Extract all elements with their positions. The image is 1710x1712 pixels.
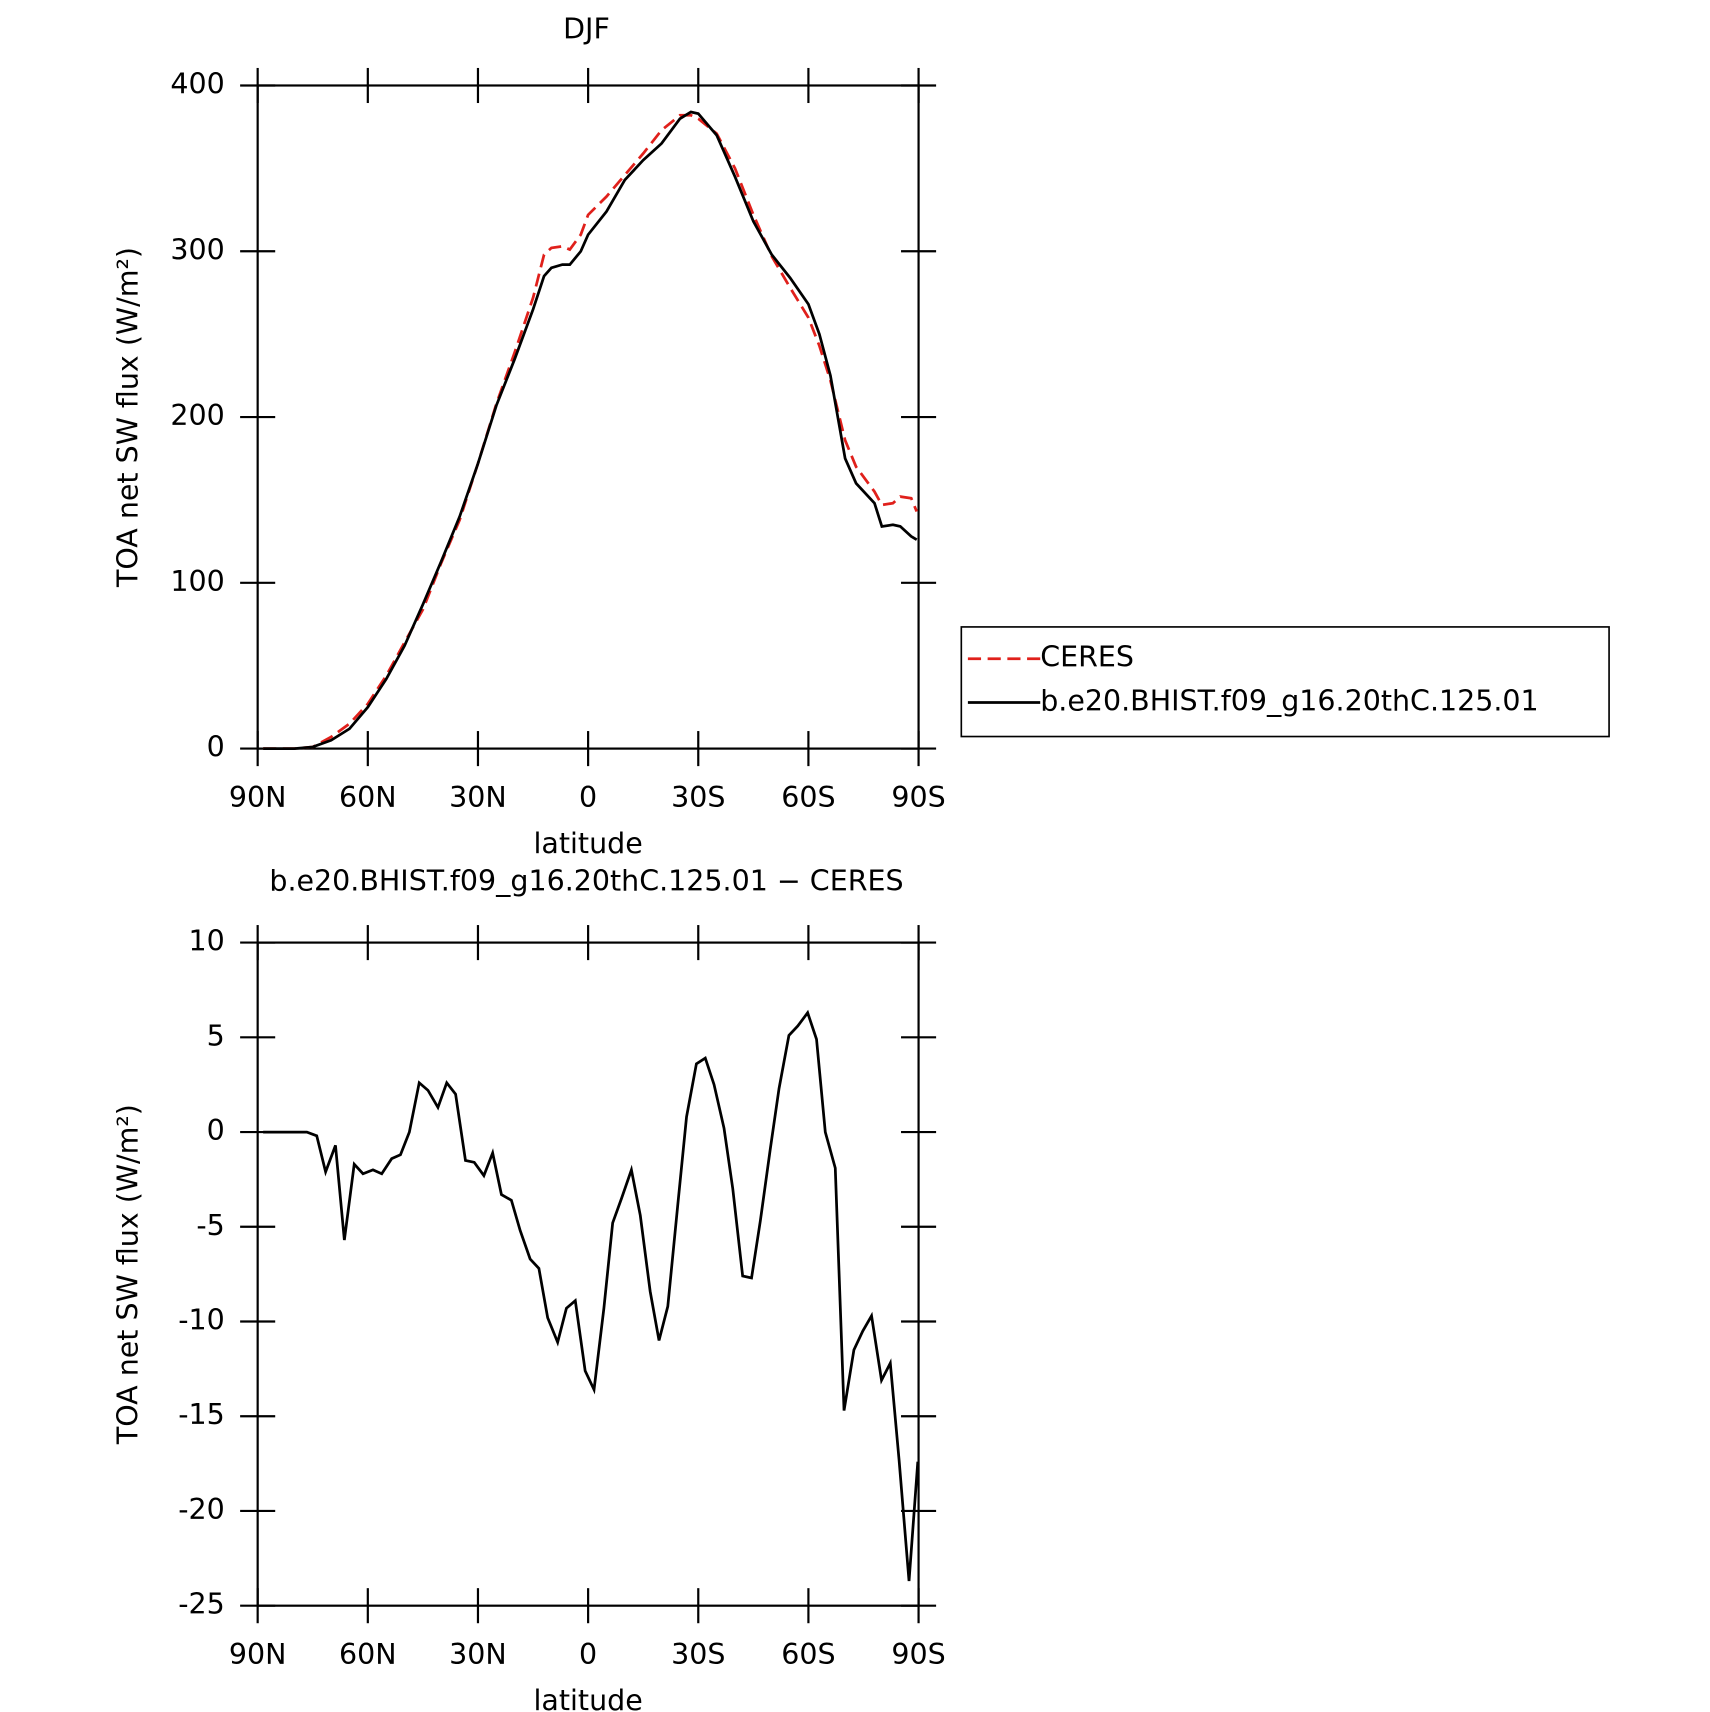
legend-label: b.e20.BHIST.f09_g16.20thC.125.01 <box>1040 685 1538 718</box>
y-tick-label: 5 <box>207 1019 225 1052</box>
legend-box <box>960 626 1610 738</box>
y-tick-label: 200 <box>170 399 224 432</box>
y-tick-label: 400 <box>170 67 224 100</box>
y-tick-label: -15 <box>178 1398 225 1431</box>
x-tick-label: 60S <box>781 781 835 814</box>
x-tick-label: 30N <box>449 781 507 814</box>
x-tick-label: 60S <box>781 1638 835 1671</box>
plot-frame <box>256 941 920 1607</box>
x-tick-label: 0 <box>579 781 597 814</box>
y-tick-label: -25 <box>178 1588 225 1621</box>
x-axis-label: latitude <box>533 1684 642 1712</box>
x-tick-label: 90S <box>891 781 945 814</box>
y-tick-label: -20 <box>178 1493 225 1526</box>
x-axis-label: latitude <box>533 827 642 860</box>
y-tick-label: -10 <box>178 1303 225 1336</box>
y-tick-label: 0 <box>207 1114 225 1147</box>
chart-title: b.e20.BHIST.f09_g16.20thC.125.01 − CERES <box>269 864 903 897</box>
x-tick-label: 60N <box>339 781 397 814</box>
x-tick-label: 30S <box>671 781 725 814</box>
legend-label: CERES <box>1040 641 1134 674</box>
chart-title: DJF <box>563 13 610 46</box>
x-tick-label: 60N <box>339 1638 397 1671</box>
y-tick-label: 300 <box>170 233 224 266</box>
x-tick-label: 30S <box>671 1638 725 1671</box>
x-tick-label: 90S <box>891 1638 945 1671</box>
y-tick-label: -5 <box>196 1209 224 1242</box>
data-line <box>263 110 918 750</box>
plot-frame <box>256 84 920 750</box>
x-tick-label: 90N <box>229 1638 287 1671</box>
data-line <box>263 1009 920 1582</box>
y-axis-label: TOA net SW flux (W/m²) <box>111 1104 144 1445</box>
y-tick-label: 10 <box>189 925 225 958</box>
y-axis-label: TOA net SW flux (W/m²) <box>111 247 144 588</box>
y-tick-label: 100 <box>170 565 224 598</box>
x-tick-label: 0 <box>579 1638 597 1671</box>
x-tick-label: 90N <box>229 781 287 814</box>
x-tick-label: 30N <box>449 1638 507 1671</box>
y-tick-label: 0 <box>207 731 225 764</box>
data-line <box>263 113 918 750</box>
